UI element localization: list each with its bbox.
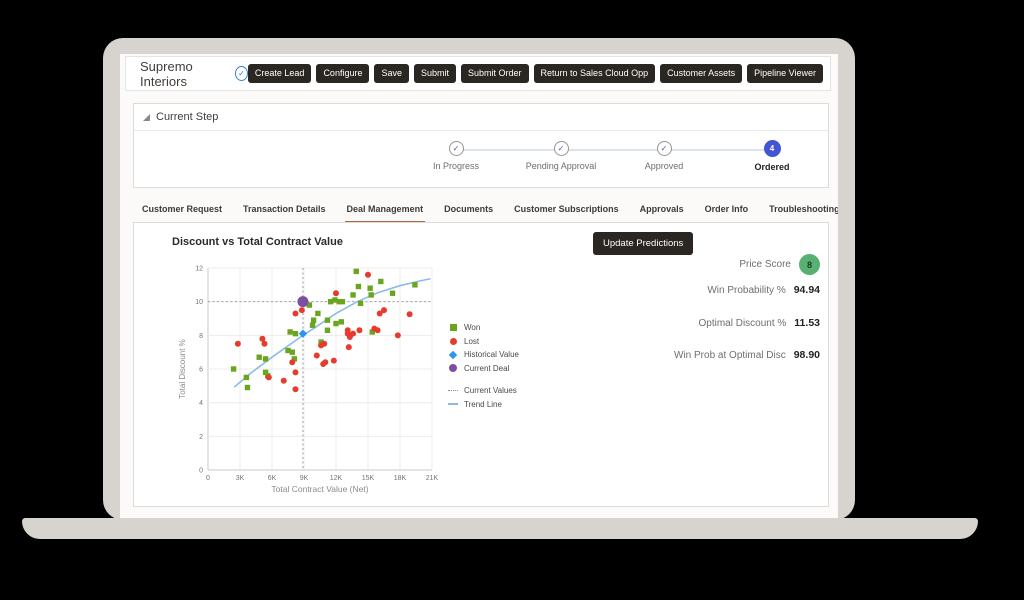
step-check-icon[interactable] <box>656 141 672 156</box>
tab-customer-request[interactable]: Customer Request <box>142 204 223 214</box>
svg-text:0: 0 <box>199 468 203 475</box>
trend-line-icon <box>448 403 458 406</box>
metric-price-score: Price Score 8 <box>570 254 820 275</box>
tab-order-info[interactable]: Order Info <box>704 204 749 214</box>
svg-text:Total Contract Value (Net): Total Contract Value (Net) <box>271 484 368 494</box>
tab-customer-subscriptions[interactable]: Customer Subscriptions <box>514 204 619 214</box>
metric-optimal-discount: Optimal Discount % 11.53 <box>698 317 820 329</box>
svg-text:12: 12 <box>195 266 203 273</box>
current-deal-circle-icon <box>448 364 458 373</box>
svg-text:10: 10 <box>195 299 203 306</box>
scatter-chart: 0 3K 6K 9K 12K 15K 18K 21K 0 2 4 6 8 10 12 Total Discou… <box>178 266 439 495</box>
tab-approvals[interactable]: Approvals <box>639 204 684 214</box>
submit-order-button[interactable]: Submit Order <box>461 64 529 83</box>
current-step-header: Current Step <box>134 104 828 131</box>
deal-management-panel: Discount vs Total Contract Value Update … <box>133 222 829 507</box>
title-bar: Supremo Interiors Create Lead Configure … <box>125 56 831 91</box>
submit-button[interactable]: Submit <box>413 64 456 83</box>
svg-text:Total Discount %: Total Discount % <box>178 339 187 399</box>
tab-transaction-details[interactable]: Transaction Details <box>243 204 326 214</box>
update-predictions-button[interactable]: Update Predictions <box>593 232 694 255</box>
chart-title: Discount vs Total Contract Value <box>172 236 343 248</box>
tab-troubleshooting[interactable]: Troubleshooting <box>769 204 838 214</box>
svg-text:21K: 21K <box>426 475 439 482</box>
tab-deal-management[interactable]: Deal Management <box>344 204 426 224</box>
save-button[interactable]: Save <box>374 64 409 83</box>
app-screen: Supremo Interiors Create Lead Configure … <box>120 54 838 518</box>
historical-diamond-icon <box>448 350 458 359</box>
return-to-sales-cloud-opp-button[interactable]: Return to Sales Cloud Opp <box>533 64 656 83</box>
step-ordered: 4 Ordered <box>727 140 817 172</box>
pipeline-viewer-button[interactable]: Pipeline Viewer <box>747 64 823 83</box>
tab-documents[interactable]: Documents <box>444 204 494 214</box>
lost-circle-icon <box>448 337 458 345</box>
metric-win-prob-optimal: Win Prob at Optimal Disc 98.90 <box>674 349 820 361</box>
step-pending-approval: Pending Approval <box>516 141 606 171</box>
page-title: Supremo Interiors <box>140 58 193 89</box>
dotted-line-icon <box>448 390 458 392</box>
svg-text:12K: 12K <box>330 475 343 482</box>
svg-text:2: 2 <box>199 434 203 441</box>
legend-item-won: Won <box>448 321 519 335</box>
svg-text:18K: 18K <box>394 475 407 482</box>
configure-button[interactable]: Configure <box>316 64 370 83</box>
tracker-connector <box>456 149 772 151</box>
legend-item-lost: Lost <box>448 335 519 349</box>
prediction-metrics: Price Score 8 Win Probability % 94.94 Op… <box>570 223 820 383</box>
verified-check-icon <box>235 66 248 81</box>
legend-item-current-deal: Current Deal <box>448 362 519 376</box>
won-square-icon <box>448 324 458 332</box>
current-step-card: Current Step In Progress Pending Approva… <box>133 103 829 188</box>
price-score-badge: 8 <box>799 254 820 275</box>
step-check-icon[interactable] <box>553 141 569 156</box>
legend-item-trend-line: Trend Line <box>448 398 519 412</box>
svg-text:15K: 15K <box>362 475 375 482</box>
svg-text:6: 6 <box>199 367 203 374</box>
svg-text:3K: 3K <box>236 475 245 482</box>
svg-text:8: 8 <box>199 333 203 340</box>
step-check-icon[interactable] <box>448 141 464 156</box>
metric-win-probability: Win Probability % 94.94 <box>707 284 820 296</box>
header-actions: Create Lead Configure Save Submit Submit… <box>247 64 823 83</box>
legend-item-current-values: Current Values <box>448 384 519 398</box>
customer-assets-button[interactable]: Customer Assets <box>660 64 743 83</box>
create-lead-button[interactable]: Create Lead <box>247 64 312 83</box>
svg-text:4: 4 <box>199 400 203 407</box>
svg-text:6K: 6K <box>268 475 277 482</box>
step-number-badge[interactable]: 4 <box>763 140 781 157</box>
progress-tracker: In Progress Pending Approval Approved 4 … <box>134 131 828 187</box>
chart-legend: Won Lost Historical Value Current Deal C… <box>448 321 519 411</box>
step-approved: Approved <box>619 141 709 171</box>
collapse-section-icon[interactable] <box>143 113 150 121</box>
step-in-progress: In Progress <box>411 141 501 171</box>
legend-item-historical-value: Historical Value <box>448 348 519 362</box>
laptop-base <box>22 518 978 539</box>
tab-bar: Customer Request Transaction Details Dea… <box>140 201 838 224</box>
current-step-title: Current Step <box>156 111 219 123</box>
svg-text:9K: 9K <box>300 475 309 482</box>
svg-text:0: 0 <box>206 475 210 482</box>
